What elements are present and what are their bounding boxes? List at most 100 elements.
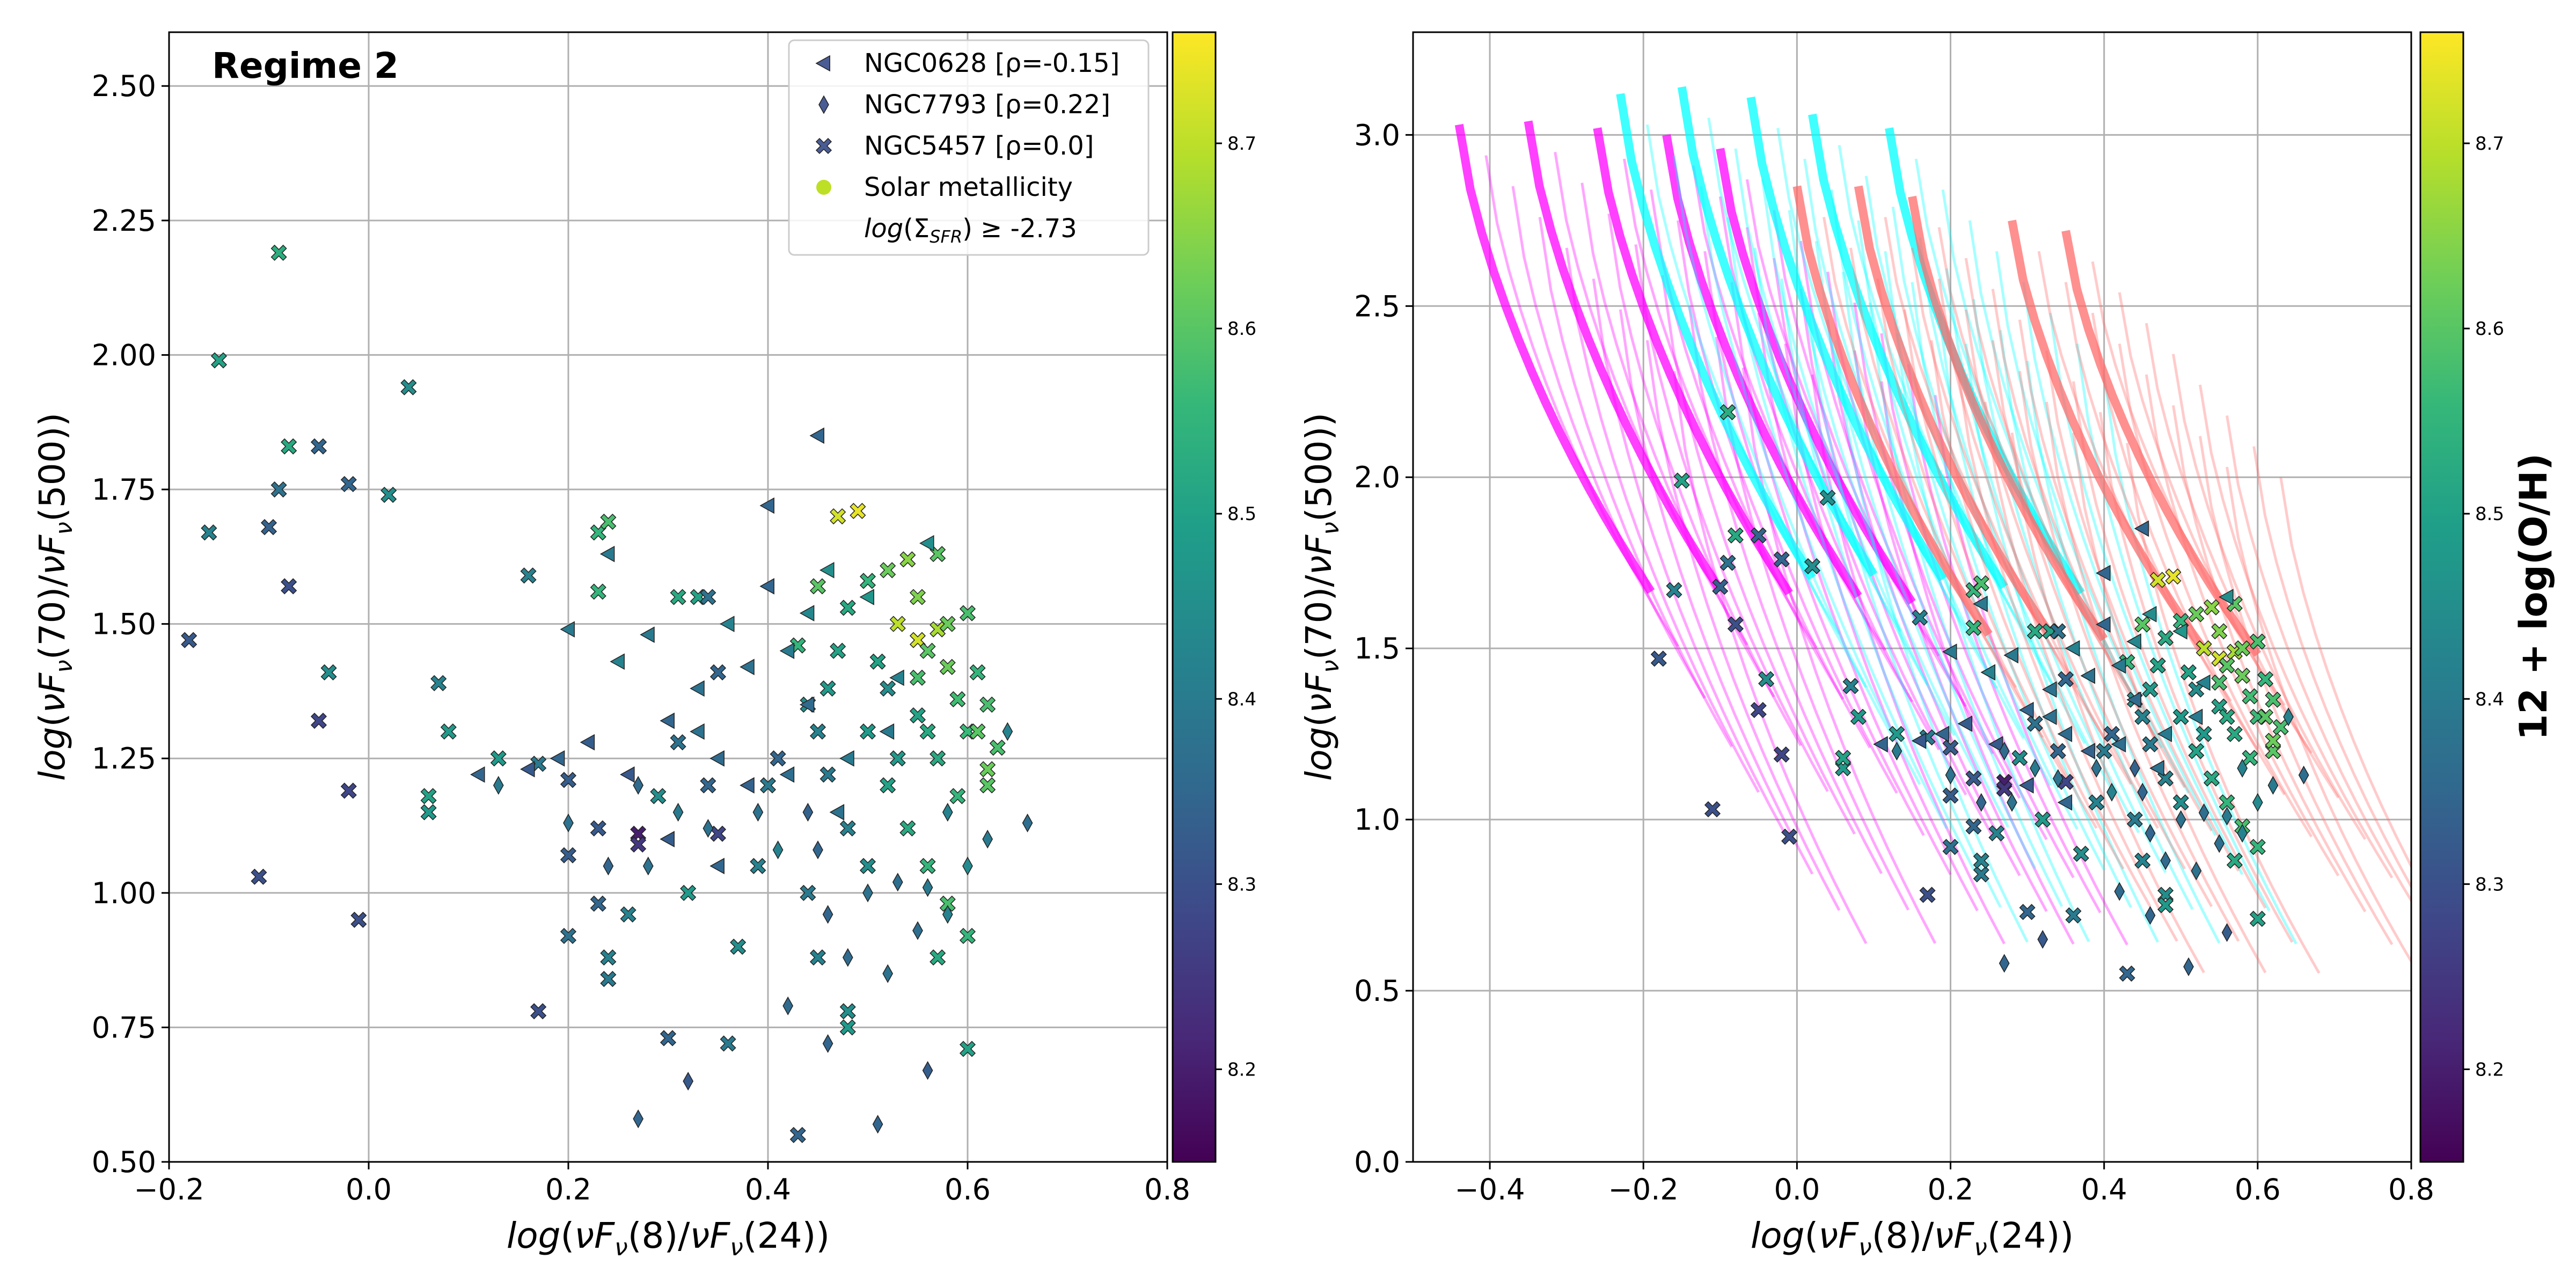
ngc5457-point-right <box>1965 770 1982 787</box>
cyan-models-track <box>1700 186 1894 738</box>
ngc5457-point-right <box>1912 609 1928 626</box>
ngc7793-point <box>922 878 933 897</box>
cyan-models-track <box>2022 282 2217 836</box>
ngc7793-point <box>962 857 973 876</box>
right-y-tick-label: 1.0 <box>1354 803 1400 837</box>
left-axes-frame <box>168 31 1168 1163</box>
ngc5457-point <box>859 858 876 874</box>
left-x-tick-label: 0.6 <box>945 1173 991 1206</box>
magenta-models-track <box>1745 227 1941 751</box>
right-y-tick-label: 3.0 <box>1354 118 1400 152</box>
ngc5457-point <box>850 503 866 519</box>
ngc7793-point <box>813 840 823 860</box>
ngc0628-point-right <box>2080 743 2096 759</box>
magenta-models-track <box>1799 240 1994 755</box>
ngc5457-point <box>979 777 996 794</box>
ngc0628-point-right <box>1980 664 1996 681</box>
ngc0628-point <box>470 766 485 783</box>
ngc0628-point <box>690 723 705 740</box>
magenta-models-track <box>1593 127 1793 596</box>
right-x-axis-label: log(νFν(8)/νFν(24)) <box>1751 1215 2074 1261</box>
ngc0628-point-right <box>2219 589 2234 605</box>
ngc7793-point <box>892 873 903 892</box>
ngc5457-point-right <box>2172 708 2189 725</box>
ngc7793-point <box>922 1061 933 1080</box>
ngc0628-point-right <box>1873 736 1888 753</box>
ngc0628-point <box>599 546 615 562</box>
left-y-tick-label: 1.00 <box>92 876 156 910</box>
ngc5457-point <box>930 750 946 767</box>
magenta-models-track <box>1592 278 1787 836</box>
ngc5457-point <box>899 820 916 837</box>
cyan-models-track <box>1964 343 2160 943</box>
ngc5457-point-right <box>1850 708 1867 725</box>
ngc5457-point <box>620 906 636 923</box>
ngc5457-point <box>859 723 876 740</box>
legend-box <box>788 39 1150 256</box>
ngc5457-point-right <box>2219 708 2235 725</box>
ngc5457-point <box>340 475 357 493</box>
left-y-tick-label: 2.50 <box>92 69 156 103</box>
ngc7793-point-right <box>1999 954 2010 973</box>
ngc5457-point-right <box>1965 818 1982 835</box>
left-y-tick-label: 1.50 <box>92 608 156 641</box>
ngc7793-point-right <box>1945 765 1956 785</box>
ngc5457-point-right <box>2157 897 2174 913</box>
ngc5457-point-right <box>2073 845 2089 862</box>
magenta-models-track <box>1692 165 1887 652</box>
ngc7793-point <box>672 802 684 822</box>
ngc5457-point <box>899 551 916 568</box>
magenta-models-track <box>1715 336 1910 911</box>
ngc5457-point-right <box>2050 743 2066 759</box>
left-colorbar-tick-label: 8.5 <box>1227 503 1256 525</box>
ngc5457-point <box>959 927 976 945</box>
ngc0628-point-right <box>1988 736 2003 753</box>
ngc5457-point-right <box>2226 852 2243 869</box>
magenta-models-track <box>1880 333 2075 879</box>
right-x-tick-label: −0.2 <box>1608 1173 1679 1206</box>
right-x-tick-label: 0.8 <box>2388 1173 2434 1206</box>
ngc5457-point-right <box>1973 866 1989 883</box>
ngc5457-point-right <box>2088 794 2105 811</box>
right-y-tick-label: 2.5 <box>1354 289 1400 323</box>
red-models-track <box>2099 412 2294 943</box>
ngc7793-point <box>683 1072 694 1091</box>
ngc0628-point-right <box>2134 520 2149 537</box>
left-colorbar-tick-label: 8.7 <box>1227 133 1256 155</box>
ngc5457-point <box>880 680 896 697</box>
red-models-track <box>2037 251 2232 702</box>
right-colorbar: 8.2 8.3 8.4 8.5 8.6 8.7 12 + log(O/H) <box>2419 31 2556 1163</box>
ngc5457-point <box>869 653 886 670</box>
legend-label-3: Solar metallicity <box>864 172 1073 202</box>
ngc5457-point-right <box>2226 726 2243 742</box>
ngc5457-point-right <box>2257 708 2274 725</box>
left-y-tick-label: 1.25 <box>92 742 156 775</box>
ngc5457-point <box>909 707 926 724</box>
ngc0628-point <box>839 750 854 767</box>
right-y-ticks: 0.0 0.5 1.0 1.5 2.0 2.5 3.0 <box>1354 118 1413 1179</box>
red-models-track <box>1984 401 2178 942</box>
ngc5457-point <box>720 1035 736 1052</box>
ngc5457-point <box>430 675 447 691</box>
ngc7793-point-right <box>2052 769 2063 788</box>
ngc5457-point <box>979 696 996 713</box>
left-x-axis-label: log(νFν(8)/νFν(24)) <box>507 1215 830 1261</box>
ngc0628-point <box>610 653 625 670</box>
ngc5457-point <box>650 788 667 804</box>
red-models-track <box>1823 217 2017 689</box>
ngc0628-point <box>690 680 705 697</box>
ngc5457-point <box>930 621 946 638</box>
red-models-track <box>2172 405 2367 912</box>
ngc7793-point <box>822 905 833 924</box>
ngc5457-point <box>770 750 786 767</box>
magenta-models-track <box>1716 148 1916 605</box>
left-y-tick-label: 2.00 <box>92 338 156 372</box>
cyan-models-track <box>1761 179 1956 736</box>
ngc5457-point-right <box>2172 794 2189 811</box>
ngc5457-point-right <box>1758 671 1775 687</box>
ngc7793-point-right <box>2160 851 2171 870</box>
magenta-models-track <box>1757 312 1952 875</box>
magenta-models-track <box>1703 251 1898 794</box>
ngc5457-point-right <box>2103 726 2120 742</box>
